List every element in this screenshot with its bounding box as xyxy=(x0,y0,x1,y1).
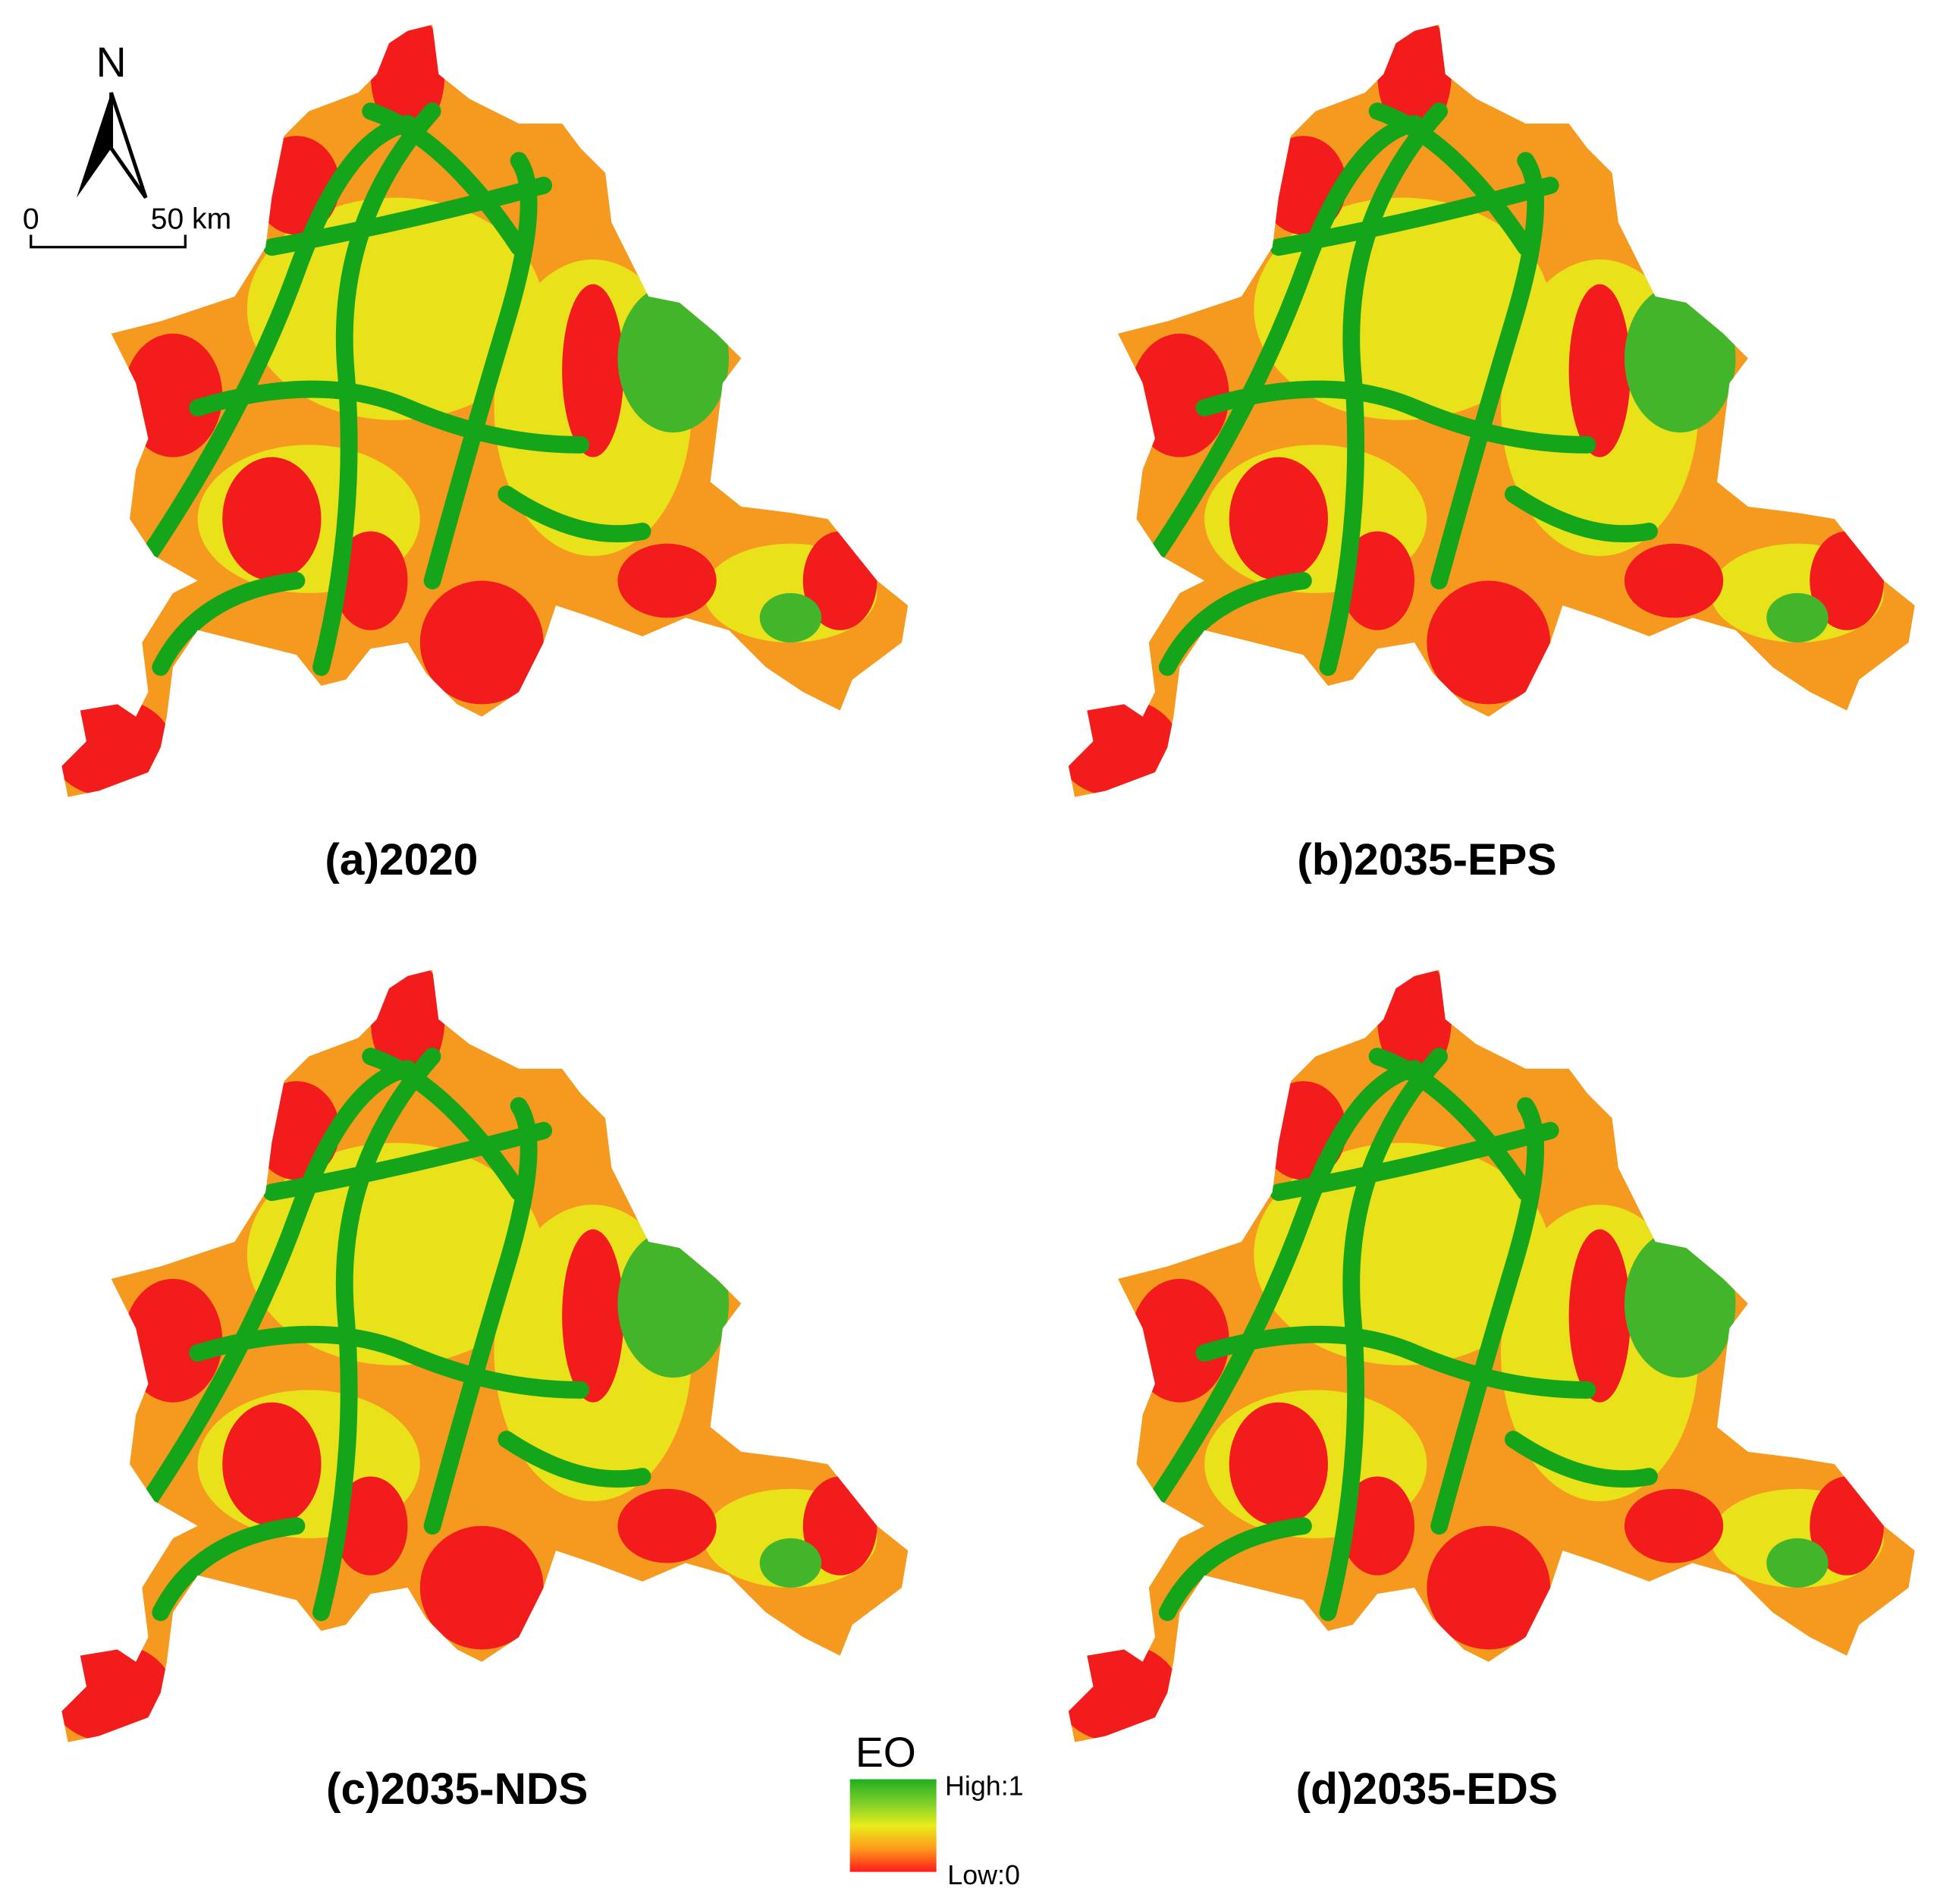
scale-label: 0 xyxy=(23,203,39,235)
legend-low: Low:0 xyxy=(947,1860,1020,1890)
legend-high: High:1 xyxy=(945,1771,1024,1802)
panel-label: (d)2035-EDS xyxy=(1296,1764,1558,1814)
panel-label: (b)2035-EPS xyxy=(1297,835,1556,884)
legend: EO High:1 Low:0 xyxy=(849,1729,1024,1890)
panel-label: (a)2020 xyxy=(325,835,478,884)
map-b xyxy=(1006,0,1937,815)
north-label: N xyxy=(96,39,127,86)
scale-label: 50 km xyxy=(151,203,231,235)
north-arrow: N xyxy=(76,39,148,200)
map-d xyxy=(1006,945,1937,1761)
legend-ramp xyxy=(849,1779,937,1872)
map-a xyxy=(0,0,939,815)
scale-bar: 0 50 km xyxy=(23,203,231,249)
panel-label: (c)2035-NDS xyxy=(326,1764,588,1814)
legend-title: EO xyxy=(855,1729,916,1776)
map-c xyxy=(0,945,939,1761)
